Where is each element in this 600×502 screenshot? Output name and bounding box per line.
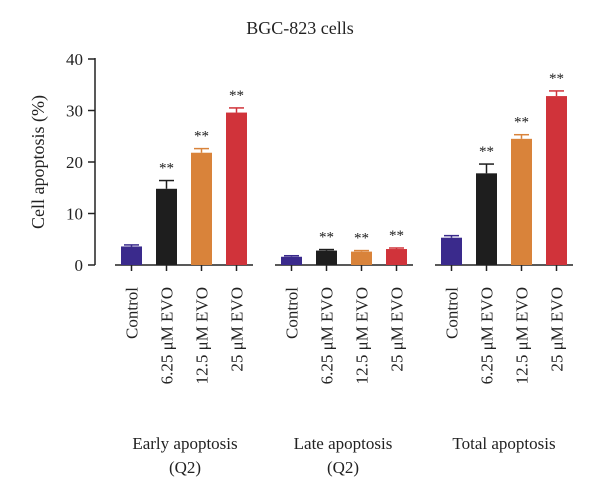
chart-title: BGC-823 cells (246, 18, 354, 38)
x-tick-label-g1-b1: 6.25 μM EVO (318, 287, 337, 384)
bar-g1-b1 (316, 250, 337, 265)
x-tick-label-g0-b3: 25 μM EVO (228, 287, 247, 372)
group-label-early-line2: (Q2) (168, 458, 202, 477)
x-tick-label-g2-b2: 12.5 μM EVO (513, 287, 532, 384)
x-tick-label-g2-b1: 6.25 μM EVO (478, 287, 497, 384)
significance-g0-b2: ** (194, 129, 209, 145)
bar-g1-b0 (281, 256, 302, 265)
y-tick-label-3: 30 (66, 102, 83, 121)
group-label-late: Late apoptosis (Q2) (253, 432, 433, 480)
x-tick-label-g1-b2: 12.5 μM EVO (353, 287, 372, 384)
x-tick-label-g0-b0: Control (123, 287, 142, 339)
group-label-late-line1: Late apoptosis (293, 434, 393, 453)
group-label-early-line1: Early apoptosis (132, 434, 238, 453)
bar-g2-b3 (546, 96, 567, 265)
significance-g0-b1: ** (159, 161, 174, 177)
x-tick-label-g1-b0: Control (283, 287, 302, 339)
y-tick-label-4: 40 (66, 50, 83, 69)
bar-g2-b1 (476, 173, 497, 265)
x-tick-label-g2-b0: Control (443, 287, 462, 339)
y-tick-label-1: 10 (66, 205, 83, 224)
x-tick-label-g0-b1: 6.25 μM EVO (158, 287, 177, 384)
significance-g1-b2: ** (354, 231, 369, 247)
x-tick-label-g2-b3: 25 μM EVO (548, 287, 567, 372)
significance-g2-b1: ** (479, 144, 494, 160)
group-label-late-line2: (Q2) (326, 458, 360, 477)
significance-g0-b3: ** (229, 88, 244, 104)
bar-g0-b1 (156, 188, 177, 265)
bar-g0-b2 (191, 152, 212, 265)
group-label-total-line1: Total apoptosis (452, 434, 556, 453)
y-tick-label-2: 20 (66, 153, 83, 172)
group-label-early: Early apoptosis (Q2) (95, 432, 275, 480)
x-tick-label-g0-b2: 12.5 μM EVO (193, 287, 212, 384)
bar-g2-b2 (511, 138, 532, 265)
bar-g0-b3 (226, 112, 247, 265)
y-axis-label: Cell apoptosis (%) (28, 95, 49, 229)
significance-g2-b3: ** (549, 71, 564, 87)
bar-g0-b0 (121, 246, 142, 265)
x-tick-label-g1-b3: 25 μM EVO (388, 287, 407, 372)
bar-g1-b2 (351, 251, 372, 265)
y-tick-label-0: 0 (75, 256, 84, 275)
significance-g2-b2: ** (514, 115, 529, 131)
significance-g1-b1: ** (319, 230, 334, 246)
group-label-total: Total apoptosis (414, 432, 594, 456)
bar-g1-b3 (386, 249, 407, 265)
bar-g2-b0 (441, 237, 462, 265)
significance-g1-b3: ** (389, 228, 404, 244)
